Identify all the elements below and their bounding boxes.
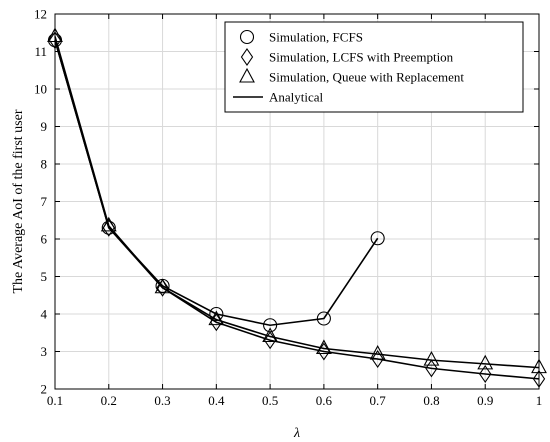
y-tick-label: 11	[34, 44, 47, 59]
y-tick-label: 5	[41, 269, 48, 284]
y-tick-label: 12	[34, 7, 47, 22]
data-point-circle	[370, 231, 385, 246]
legend-item: Simulation, LCFS with Preemption	[240, 48, 454, 66]
x-tick-label: 0.3	[154, 393, 170, 408]
x-axis-title: λ	[293, 426, 300, 441]
y-tick-label: 7	[41, 194, 48, 209]
legend-box	[224, 21, 524, 113]
legend-marker-diamond	[240, 48, 254, 66]
x-tick-label: 0.4	[208, 393, 225, 408]
data-point-diamond	[479, 365, 492, 383]
data-point-triangle	[477, 354, 494, 370]
data-point-triangle	[423, 350, 440, 366]
data-point-triangle	[154, 278, 171, 294]
data-point-triangle	[100, 216, 117, 232]
y-tick-label: 3	[41, 344, 48, 359]
x-tick-label: 0.9	[477, 393, 493, 408]
y-tick-label: 8	[41, 157, 48, 172]
legend-label: Simulation, LCFS with Preemption	[269, 50, 454, 65]
y-tick-label: 4	[41, 307, 48, 322]
legend-label: Simulation, FCFS	[269, 30, 363, 45]
legend-item: Simulation, Queue with Replacement	[239, 67, 464, 85]
y-tick-label: 10	[34, 82, 47, 97]
series-layer	[47, 27, 547, 388]
legend-marker-circle	[239, 29, 255, 45]
x-tick-label: 1	[536, 393, 543, 408]
y-tick-label: 9	[41, 119, 48, 134]
x-tick-label: 0.5	[262, 393, 278, 408]
y-tick-label: 2	[41, 382, 48, 397]
data-point-diamond	[156, 278, 169, 297]
y-tick-label: 6	[41, 232, 48, 247]
data-point-diamond	[371, 350, 384, 368]
x-tick-label: 0.7	[370, 393, 387, 408]
data-point-circle	[316, 311, 331, 326]
legend-label: Analytical	[269, 90, 324, 105]
legend-marker-triangle	[239, 67, 255, 83]
data-point-circle	[209, 306, 224, 322]
legend-item: Simulation, FCFS	[239, 29, 363, 45]
legend-label: Simulation, Queue with Replacement	[269, 70, 464, 85]
series-5	[54, 36, 540, 369]
data-point-circle	[101, 220, 116, 235]
ticks: 0.1 0.2 0.3 0.4 0.5 0.6 0.7 0.8 0.9 1234567891011…	[34, 7, 542, 409]
x-tick-label: 0.6	[316, 393, 333, 408]
y-axis-title: The Average AoI of the first user	[11, 109, 26, 293]
data-point-diamond	[425, 359, 438, 378]
legend: Simulation, FCFS Simulation, LCFS with Pr…	[224, 21, 524, 113]
x-tick-label: 0.8	[423, 393, 439, 408]
x-tick-label: 0.2	[101, 393, 117, 408]
legend-item: Analytical	[233, 90, 324, 105]
x-tick-label: 0.1	[47, 393, 63, 408]
series-line	[54, 36, 540, 369]
